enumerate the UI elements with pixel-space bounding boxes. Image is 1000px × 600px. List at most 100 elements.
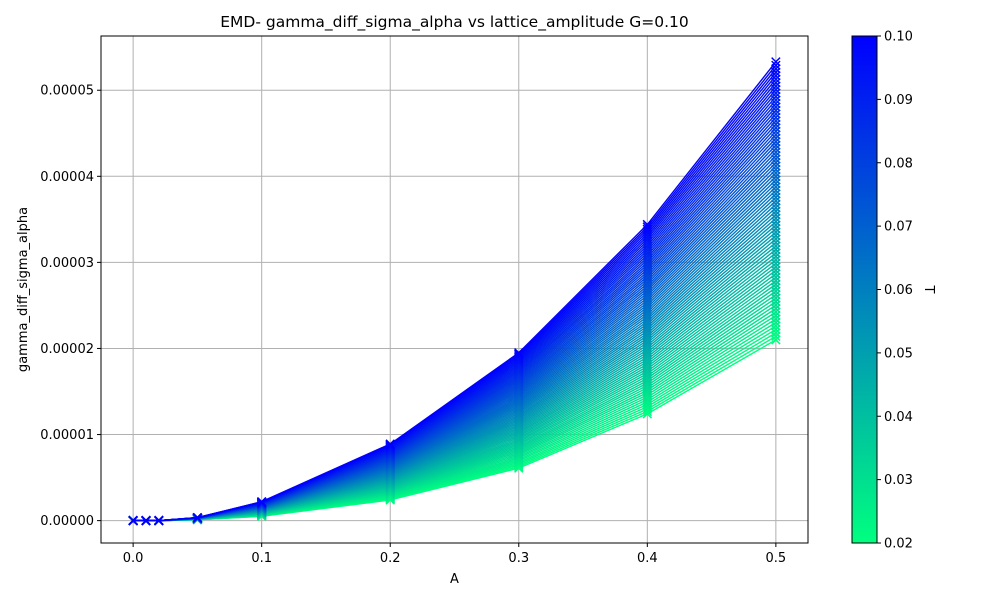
data-point-marker bbox=[771, 296, 781, 307]
data-point-marker bbox=[771, 286, 781, 296]
data-point-marker bbox=[141, 515, 151, 526]
data-point-marker bbox=[771, 335, 781, 345]
data-point-marker bbox=[771, 171, 781, 182]
data-point-marker bbox=[642, 222, 653, 232]
data-point-marker bbox=[256, 496, 267, 507]
data-point-marker bbox=[771, 175, 781, 185]
chart-title: EMD- gamma_diff_sigma_alpha vs lattice_a… bbox=[220, 13, 688, 32]
data-point-marker bbox=[771, 269, 781, 279]
data-point-marker bbox=[771, 133, 781, 144]
data-point-marker bbox=[192, 512, 203, 523]
data-point-marker bbox=[771, 143, 781, 154]
data-point-marker bbox=[771, 265, 781, 276]
data-point-marker bbox=[771, 230, 781, 241]
data-point-marker bbox=[514, 349, 524, 359]
data-point-marker bbox=[771, 293, 781, 303]
colorbar-tick-label: 0.07 bbox=[884, 220, 913, 235]
colorbar-tick-label: 0.10 bbox=[884, 30, 913, 45]
data-point-marker bbox=[771, 251, 781, 262]
colorbar-ticks: 0.02 0.03 0.04 0.05 0.06 0.07 0.08 0.09 0.10 bbox=[877, 30, 913, 552]
y-tick-label: 0.00000 bbox=[40, 514, 94, 529]
data-point-marker bbox=[771, 157, 781, 168]
data-point-marker bbox=[771, 206, 781, 216]
y-tick-label: 0.00005 bbox=[40, 84, 94, 99]
y-tick-label: 0.00004 bbox=[40, 170, 94, 185]
data-point-marker bbox=[128, 515, 138, 526]
data-point-marker bbox=[385, 439, 395, 449]
data-point-marker bbox=[771, 300, 781, 310]
data-point-marker bbox=[771, 210, 781, 220]
x-tick-label: 0.1 bbox=[251, 551, 272, 566]
data-point-marker bbox=[771, 216, 781, 227]
data-point-marker bbox=[771, 279, 781, 289]
data-point-marker bbox=[771, 258, 781, 269]
data-point-marker bbox=[771, 227, 781, 237]
data-point-marker bbox=[771, 324, 781, 335]
data-point-marker bbox=[771, 60, 781, 71]
data-point-marker bbox=[771, 150, 781, 161]
data-point-marker bbox=[771, 307, 781, 317]
data-point-marker bbox=[771, 164, 781, 175]
colorbar-tick-label: 0.02 bbox=[884, 537, 913, 552]
data-point-marker bbox=[771, 147, 781, 157]
data-point-marker bbox=[771, 262, 781, 272]
data-point-marker bbox=[771, 272, 781, 283]
y-axis-label: gamma_diff_sigma_alpha bbox=[16, 207, 31, 372]
data-point-marker bbox=[771, 328, 781, 338]
data-point-marker bbox=[771, 331, 781, 342]
data-point-marker bbox=[771, 303, 781, 314]
data-point-marker bbox=[771, 234, 781, 244]
y-tick-label: 0.00001 bbox=[40, 428, 94, 443]
data-point-marker bbox=[771, 310, 781, 321]
x-tick-label: 0.3 bbox=[508, 551, 529, 566]
x-tick-label: 0.2 bbox=[380, 551, 401, 566]
data-point-marker bbox=[771, 192, 781, 203]
data-point-marker bbox=[771, 140, 781, 150]
data-point-marker bbox=[771, 237, 781, 248]
data-point-marker bbox=[514, 350, 524, 361]
data-point-marker bbox=[771, 241, 781, 251]
y-tick-label: 0.00003 bbox=[40, 256, 94, 271]
colorbar-tick-label: 0.06 bbox=[884, 283, 913, 298]
data-point-marker bbox=[771, 203, 781, 213]
x-tick-label: 0.4 bbox=[637, 551, 658, 566]
data-point-marker bbox=[771, 126, 781, 137]
data-point-marker bbox=[771, 196, 781, 206]
data-point-marker bbox=[154, 515, 164, 526]
colorbar-tick-label: 0.05 bbox=[884, 346, 913, 361]
data-point-marker bbox=[771, 161, 781, 171]
data-point-marker bbox=[771, 213, 781, 223]
data-point-marker bbox=[771, 185, 781, 196]
data-point-marker bbox=[514, 348, 524, 358]
data-point-marker bbox=[771, 282, 781, 293]
data-point-marker bbox=[771, 199, 781, 210]
data-point-marker bbox=[771, 248, 781, 258]
colorbar-tick-label: 0.08 bbox=[884, 156, 913, 171]
data-point-marker bbox=[771, 220, 781, 230]
colorbar-tick-label: 0.04 bbox=[884, 410, 913, 425]
colorbar bbox=[851, 35, 878, 544]
data-point-marker bbox=[771, 244, 781, 255]
y-tick-label: 0.00002 bbox=[40, 342, 94, 357]
plot-frame bbox=[100, 35, 809, 544]
x-tick-label: 0.0 bbox=[123, 551, 144, 566]
data-point-marker bbox=[771, 223, 781, 234]
x-axis-ticks: 0.0 0.1 0.2 0.3 0.4 0.5 bbox=[123, 543, 786, 566]
data-point-marker bbox=[771, 314, 781, 324]
series-group bbox=[128, 57, 781, 526]
data-point-marker bbox=[771, 57, 781, 67]
data-point-marker bbox=[771, 289, 781, 300]
colorbar-label: T bbox=[921, 285, 936, 294]
data-point-marker bbox=[771, 182, 781, 192]
data-point-marker bbox=[771, 154, 781, 164]
y-axis-ticks: 0.00000 0.00001 0.00002 0.00003 0.00004 0.000… bbox=[40, 84, 101, 529]
data-point-marker bbox=[771, 178, 781, 189]
x-tick-label: 0.5 bbox=[766, 551, 787, 566]
data-point-marker bbox=[771, 317, 781, 328]
data-point-marker bbox=[771, 168, 781, 178]
series-line bbox=[128, 258, 781, 526]
x-axis-label: A bbox=[450, 572, 459, 587]
colorbar-tick-label: 0.03 bbox=[884, 473, 913, 488]
colorbar-tick-label: 0.09 bbox=[884, 93, 913, 108]
